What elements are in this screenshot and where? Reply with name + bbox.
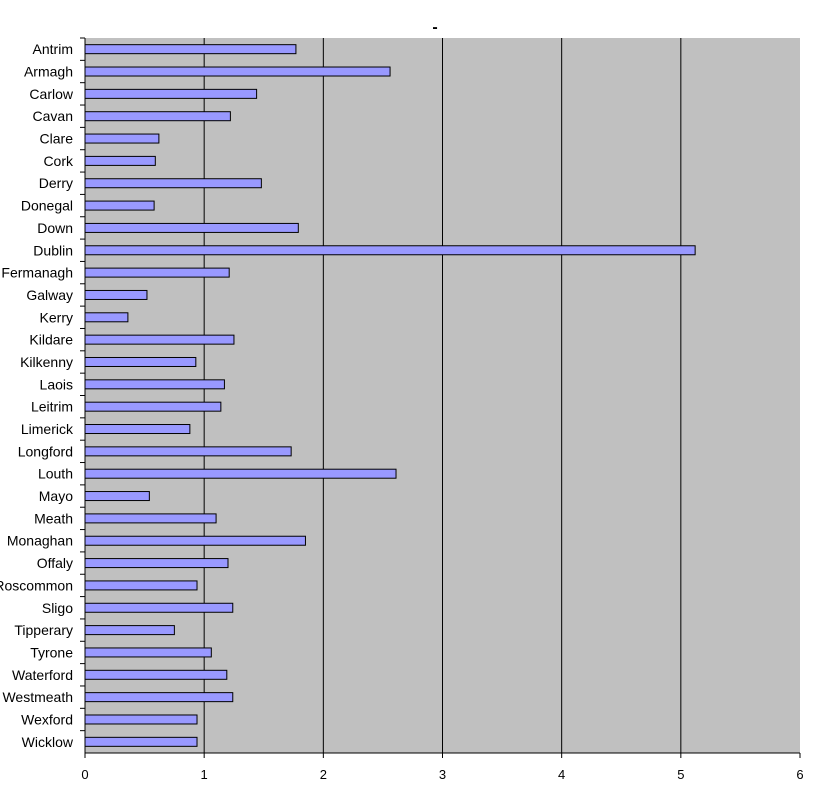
- bar: [84, 66, 391, 77]
- bar: [84, 200, 155, 211]
- category-label: Kildare: [29, 332, 73, 348]
- bar: [84, 714, 198, 725]
- bar: [84, 468, 397, 479]
- category-label: Antrim: [33, 41, 73, 57]
- bar: [84, 133, 160, 144]
- category-label: Cork: [43, 153, 74, 169]
- bar: [84, 155, 156, 166]
- category-label: Westmeath: [2, 689, 73, 705]
- category-label: Laois: [40, 376, 73, 392]
- category-label: Limerick: [21, 421, 74, 437]
- bar: [84, 647, 212, 658]
- x-tick-label: 6: [796, 767, 803, 782]
- category-label: Offaly: [37, 555, 73, 571]
- category-label: Carlow: [29, 86, 73, 102]
- category-label: Meath: [34, 510, 73, 526]
- bar: [84, 602, 234, 613]
- category-label: Louth: [38, 466, 73, 482]
- category-labels: Antrim Armagh Carlow Cavan Clare Cork Derry Don…: [0, 37, 85, 750]
- category-label: Kerry: [40, 309, 73, 325]
- category-label: Armagh: [24, 64, 73, 80]
- category-label: Sligo: [42, 600, 73, 616]
- bar: [84, 669, 228, 680]
- x-tick-label: 0: [81, 767, 88, 782]
- bar: [84, 356, 197, 367]
- category-label: Derry: [39, 175, 73, 191]
- category-label: Monaghan: [7, 533, 73, 549]
- x-tick-label: 4: [558, 767, 565, 782]
- category-label: Galway: [26, 287, 73, 303]
- x-axis-ticks: 0 1 2 3 4 5 6: [81, 753, 804, 782]
- category-label: Kilkenny: [20, 354, 73, 370]
- bar: [84, 379, 225, 390]
- category-label: Wicklow: [22, 734, 74, 750]
- category-label: Mayo: [39, 488, 73, 504]
- bar: [84, 401, 222, 412]
- category-label: Waterford: [12, 667, 73, 683]
- bar: [84, 312, 129, 323]
- category-label: Fermanagh: [1, 265, 73, 281]
- bar: [84, 88, 258, 99]
- bar: [84, 736, 198, 747]
- bar: [84, 222, 299, 233]
- bar: [84, 692, 234, 703]
- x-tick-label: 1: [201, 767, 208, 782]
- category-label: Longford: [18, 443, 73, 459]
- bar: [84, 267, 230, 278]
- bar: [84, 580, 198, 591]
- category-label: Down: [37, 220, 73, 236]
- bar: [84, 245, 696, 256]
- bar: [84, 424, 191, 435]
- bars-group: [84, 44, 696, 747]
- x-tick-label: 3: [439, 767, 446, 782]
- category-label: Dublin: [33, 242, 73, 258]
- category-label: Leitrim: [31, 399, 73, 415]
- chart-title: -: [432, 19, 437, 36]
- category-label: Donegal: [21, 198, 73, 214]
- category-label: Roscommon: [0, 577, 73, 593]
- bar: [84, 44, 297, 55]
- x-tick-label: 5: [677, 767, 684, 782]
- bar: [84, 491, 150, 502]
- bar: [84, 625, 175, 636]
- bar: [84, 334, 235, 345]
- bar: [84, 111, 231, 122]
- category-label: Clare: [40, 131, 74, 147]
- category-label: Wexford: [21, 711, 73, 727]
- bar: [84, 178, 262, 189]
- category-label: Cavan: [33, 108, 73, 124]
- bar: [84, 446, 292, 457]
- bar: [84, 513, 217, 524]
- bar: [84, 289, 148, 300]
- bar: [84, 558, 229, 569]
- category-label: Tipperary: [14, 622, 73, 638]
- category-label: Tyrone: [30, 644, 73, 660]
- bar: [84, 535, 306, 546]
- x-tick-label: 2: [320, 767, 327, 782]
- gridlines: [203, 38, 682, 753]
